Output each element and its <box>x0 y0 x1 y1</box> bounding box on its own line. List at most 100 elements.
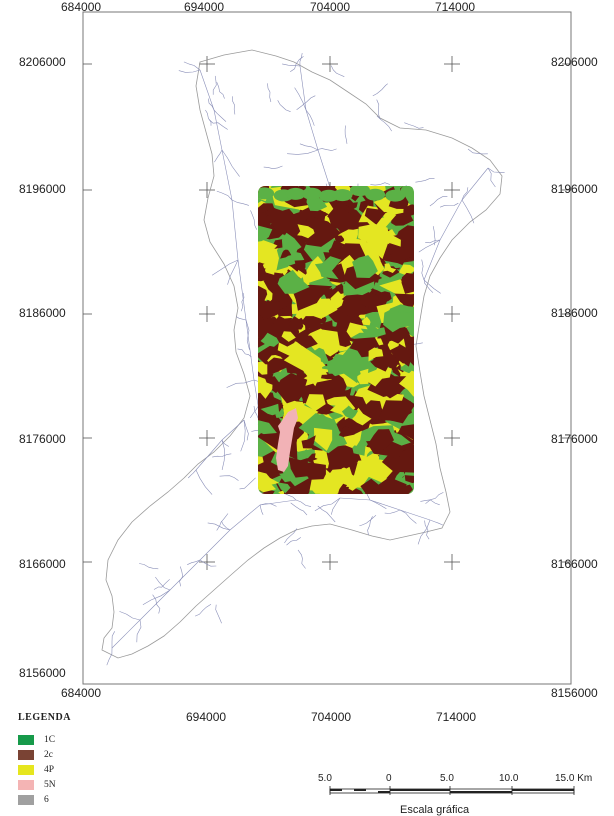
land-use-patch <box>359 292 379 308</box>
land-use-patch <box>398 264 414 276</box>
stream-branch <box>152 594 161 614</box>
stream <box>299 65 335 201</box>
land-use-patch <box>258 187 275 200</box>
stream-branch <box>423 279 441 294</box>
legend-label-4p: 4P <box>44 764 55 775</box>
land-use-patch <box>314 427 333 451</box>
stream-branch <box>208 119 228 130</box>
stream-branch <box>221 520 231 531</box>
stream-branch <box>314 497 341 512</box>
stream-branch <box>425 239 441 244</box>
land-use-patch <box>382 263 397 273</box>
stream-branch <box>467 148 488 155</box>
land-use-patch <box>326 445 362 469</box>
stream-branch <box>216 513 229 531</box>
land-use-patch <box>346 322 370 338</box>
land-use-patch <box>276 372 314 404</box>
land-use-patch <box>349 186 370 197</box>
stream-branch <box>267 83 272 103</box>
stream-branch <box>439 202 459 208</box>
land-use-patch <box>377 343 401 370</box>
stream-branch <box>399 509 417 524</box>
map-frame <box>82 11 572 685</box>
land-use-patch <box>300 316 326 331</box>
stream-branch <box>367 516 373 536</box>
stream-branch <box>136 619 142 643</box>
stream-branch <box>106 647 113 666</box>
stream-branch <box>384 509 401 514</box>
land-use-patch <box>343 430 362 446</box>
stream-branch <box>404 122 424 129</box>
stream-branch <box>376 99 381 119</box>
stream-branch <box>215 604 222 624</box>
land-use-patch <box>368 347 384 362</box>
land-use-patch <box>356 371 374 385</box>
stream-branch <box>299 53 303 67</box>
stream-branch <box>232 96 236 115</box>
land-use-patch <box>348 484 359 491</box>
stream-branch <box>119 611 141 621</box>
legend: 1C 2c 4P 5N 6 <box>18 732 56 807</box>
y-label-left-8186000: 8186000 <box>19 306 66 320</box>
land-use-patch <box>277 482 291 494</box>
stream-branch <box>240 419 246 452</box>
stream-branch <box>317 148 337 151</box>
stream-branch <box>194 604 212 617</box>
land-use-patch <box>260 403 280 416</box>
stream-branch <box>305 109 315 126</box>
watershed-boundary <box>101 49 503 659</box>
stream-branch <box>155 576 171 591</box>
stream-branch <box>331 497 341 515</box>
stream-branch <box>284 528 298 544</box>
stream-branch <box>219 475 239 481</box>
x-label-top-694000: 694000 <box>184 0 225 14</box>
stream-branch <box>376 115 392 132</box>
stream-branch <box>187 559 201 565</box>
land-use-patch <box>352 255 378 278</box>
land-use-patch <box>400 264 414 290</box>
stream-branch <box>213 109 227 122</box>
land-use-patch <box>383 325 407 344</box>
land-use-patch <box>389 242 414 266</box>
stream-branch <box>216 82 225 99</box>
y-label-right-8166000: 8166000 <box>551 557 598 571</box>
land-use-patch <box>321 370 337 380</box>
stream-branch <box>243 419 249 441</box>
stream-branch <box>178 69 201 73</box>
legend-swatch-2c <box>18 749 34 760</box>
stream-branch <box>369 499 387 510</box>
legend-item-1c: 1C <box>18 732 56 747</box>
stream-branch <box>221 439 226 470</box>
land-use-patch <box>258 224 273 243</box>
stream-branch <box>211 259 239 276</box>
stream-branch <box>432 226 436 246</box>
stream-branch <box>415 178 435 183</box>
land-use-patch <box>358 223 390 245</box>
stream-branch <box>290 56 304 73</box>
stream-branch <box>208 98 215 111</box>
land-use-patch <box>399 370 414 397</box>
stream <box>199 69 263 431</box>
y-label-left-8206000: 8206000 <box>19 55 66 69</box>
land-use-patch <box>258 298 280 320</box>
land-use-patch <box>297 224 315 239</box>
land-use-patch <box>258 474 277 493</box>
land-use-patch <box>361 316 371 326</box>
stream-branch <box>231 199 249 206</box>
x-label-top-714000: 714000 <box>435 0 476 14</box>
stream-branch <box>330 65 345 77</box>
land-use-patch <box>326 343 363 384</box>
legend-swatch-6 <box>18 794 34 805</box>
stream-branch <box>221 149 240 177</box>
stream-branch <box>487 167 505 173</box>
legend-item-6: 6 <box>18 792 56 807</box>
stream-branch <box>207 522 231 531</box>
stream-branch <box>187 469 197 479</box>
stream-branch <box>359 514 377 527</box>
legend-label-6: 6 <box>44 794 49 805</box>
land-use-patch <box>398 305 412 313</box>
scale-label-5-left: 5.0 <box>318 773 332 784</box>
land-use-patch <box>365 188 386 201</box>
land-use-patch <box>258 381 273 399</box>
